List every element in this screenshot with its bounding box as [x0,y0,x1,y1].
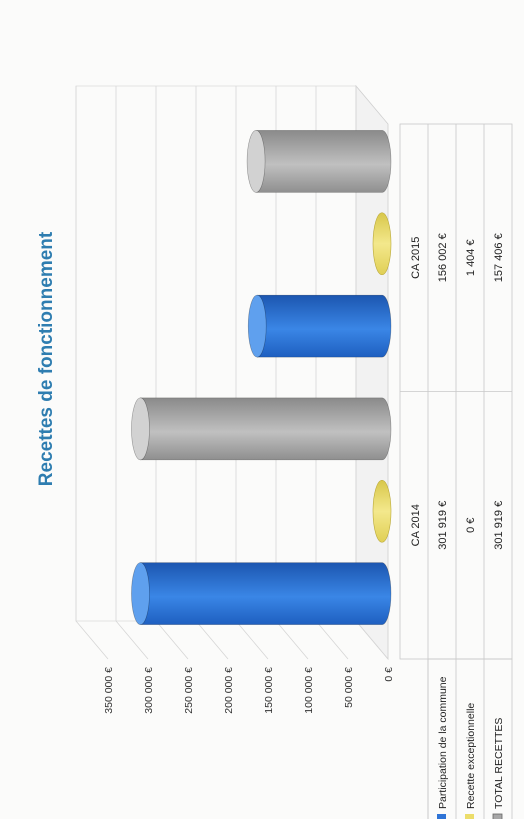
data-table: CA 2014 CA 2015 Participation de la commun… [399,123,513,819]
y-tick-label: 100 000 € [303,667,315,714]
y-tick-label: 250 000 € [183,667,195,714]
data-label: 1 404 € [465,239,477,276]
data-label: 301 919 € [493,501,505,550]
grid-line [75,86,109,660]
legend-label: TOTAL RECETTES [493,718,505,809]
bar [256,294,392,358]
chart-title: Recettes de fonctionnement [36,231,57,486]
bar-cap [247,294,267,358]
bar [140,397,392,461]
legend-label: Participation de la commune [437,676,449,809]
bars [131,130,392,625]
legend-label: Recette exceptionnelle [465,703,477,809]
grid-line [115,86,149,660]
data-label: 157 406 € [493,233,505,282]
data-label: 156 002 € [437,233,449,282]
data-label: 0 € [465,518,477,533]
y-tick-label: 50 000 € [343,667,355,708]
chart-root: Recettes de fonctionnement 0 € 50 000 € 10… [36,84,513,819]
bar-cap [246,130,266,193]
bar [255,130,392,193]
legend-swatch [437,814,446,819]
data-label: 301 919 € [437,501,449,550]
bar-cap [131,397,150,461]
y-axis: 0 € 50 000 € 100 000 € 150 000 € 200 000 € 25… [103,667,395,714]
category-label: CA 2014 [410,504,422,546]
bar [372,479,392,543]
y-tick-label: 350 000 € [103,667,115,714]
bar [372,212,392,276]
y-tick-label: 300 000 € [143,667,155,714]
y-tick-label: 150 000 € [263,667,275,714]
legend-swatch [492,813,503,819]
bar-cap [131,562,150,625]
y-tick-label: 200 000 € [223,667,235,714]
category-label: CA 2015 [410,237,422,279]
bar [140,562,392,625]
y-tick-label: 0 € [383,667,395,682]
legend-swatch [465,814,474,819]
